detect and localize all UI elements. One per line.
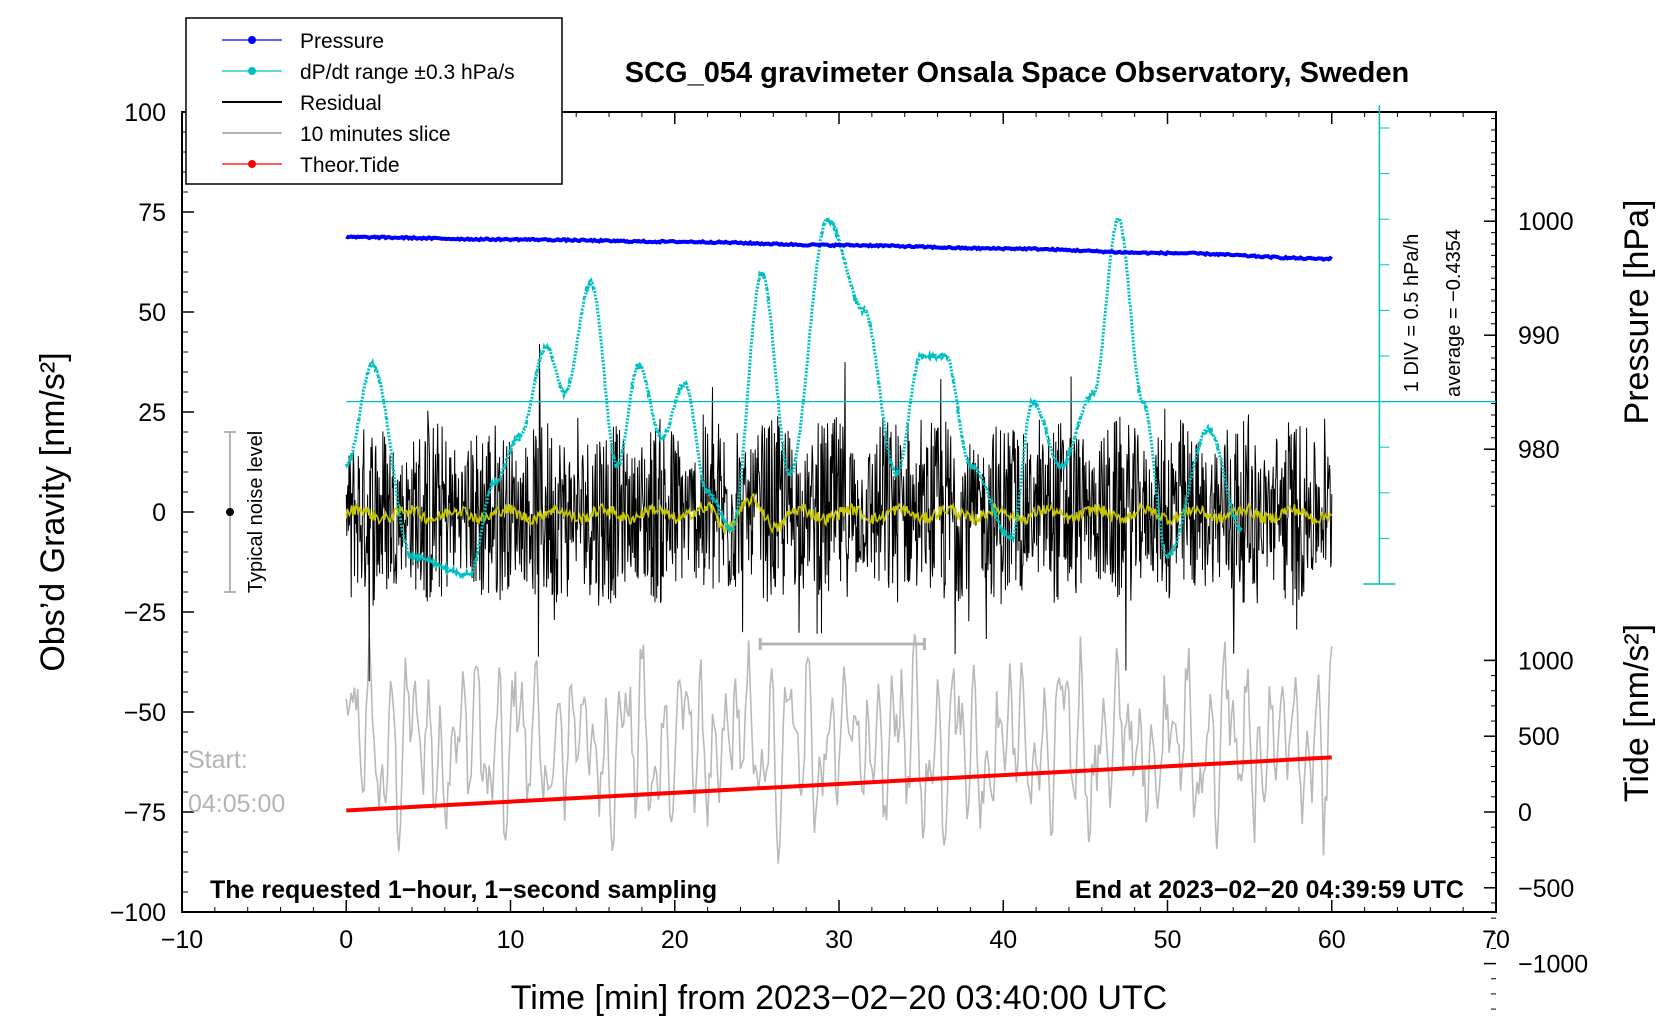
x-tick-label: 70 <box>1482 926 1510 954</box>
y-tick-label: 0 <box>152 499 166 527</box>
pressure-tick-label: 990 <box>1518 322 1560 350</box>
legend-label-dpdt: dP/dt range ±0.3 hPa/s <box>300 61 515 84</box>
x-tick-label: 60 <box>1318 926 1346 954</box>
y-axis-label-tide: Tide [nm/s²] <box>1618 624 1656 802</box>
residual-smoothed-line <box>345 492 1333 535</box>
legend-item-dpdt: dP/dt range ±0.3 hPa/s <box>222 61 515 84</box>
series-layer <box>344 213 1496 864</box>
x-tick-label: 40 <box>989 926 1017 954</box>
y-tick-label: −100 <box>110 899 166 927</box>
x-axis-label: Time [min] from 2023−02−20 03:40:00 UTC <box>511 979 1167 1017</box>
chart-title: SCG_054 gravimeter Onsala Space Observat… <box>625 57 1409 89</box>
y-tick-label: 50 <box>138 299 166 327</box>
noise-level-indicator <box>224 431 236 593</box>
tide-tick-label: 0 <box>1518 799 1532 827</box>
end-time-note: End at 2023−02−20 04:39:59 UTC <box>1075 876 1464 904</box>
y-tick-label: −75 <box>124 799 166 827</box>
pressure-series-line <box>345 234 1333 262</box>
legend-item-pressure: Pressure <box>222 30 384 53</box>
x-tick-label: 30 <box>825 926 853 954</box>
pressure-tick-label: 980 <box>1518 436 1560 464</box>
legend-label-pressure: Pressure <box>300 30 384 53</box>
x-tick-label: 0 <box>339 926 353 954</box>
slice-series-line <box>345 633 1333 864</box>
ticks-layer: −10 0 10 20 30 40 50 60 701007550250−25−50−75−10… <box>110 99 1588 1010</box>
y-axis-label-gravity: Obs’d Gravity [nm/s²] <box>34 352 72 671</box>
legend-label-residual: Residual <box>300 92 382 115</box>
legend-label-tide: Theor.Tide <box>300 154 400 177</box>
start-label: Start: <box>188 746 248 774</box>
average-label: average = −0.4354 <box>1443 229 1465 397</box>
noise-level-label: Typical noise level <box>245 431 267 593</box>
legend-item-residual: Residual <box>222 92 382 115</box>
tide-tick-label: 500 <box>1518 723 1560 751</box>
y-tick-label: −25 <box>124 599 166 627</box>
sampling-note: The requested 1−hour, 1−second sampling <box>210 876 717 904</box>
legend: Pressure dP/dt range ±0.3 hPa/s Residual… <box>185 17 563 185</box>
y-tick-label: 25 <box>138 399 166 427</box>
y-tick-label: 100 <box>124 99 166 127</box>
y-tick-label: 75 <box>138 199 166 227</box>
x-tick-label: 10 <box>497 926 525 954</box>
div-label: 1 DIV = 0.5 hPa/h <box>1401 234 1423 392</box>
legend-label-slice: 10 minutes slice <box>300 123 451 146</box>
residual-series-line <box>345 343 1333 682</box>
x-tick-label: 20 <box>661 926 689 954</box>
x-tick-label: 50 <box>1154 926 1182 954</box>
pressure-tick-label: 1000 <box>1518 208 1574 236</box>
tide-series-line <box>346 755 1332 813</box>
start-time: 04:05:00 <box>188 790 285 818</box>
x-tick-label: −10 <box>161 926 203 954</box>
tide-tick-label: −500 <box>1518 875 1574 903</box>
y-axis-label-pressure: Pressure [hPa] <box>1618 200 1656 425</box>
y-tick-label: −50 <box>124 699 166 727</box>
dpdt-series-line <box>344 213 1243 580</box>
tide-tick-label: −1000 <box>1518 951 1588 979</box>
tide-tick-label: 1000 <box>1518 647 1574 675</box>
legend-item-slice: 10 minutes slice <box>222 123 451 146</box>
legend-item-tide: Theor.Tide <box>222 154 400 177</box>
